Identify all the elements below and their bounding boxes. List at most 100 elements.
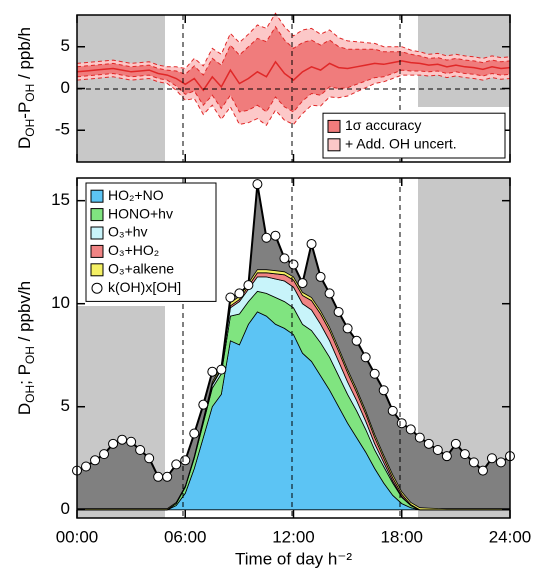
reference-lines [77, 15, 510, 518]
y-tick-label: 5 [61, 396, 70, 415]
y-label-part: D [15, 403, 34, 415]
total-point [99, 449, 110, 460]
y-label-subscript: OH [23, 346, 37, 364]
band-edge [76, 69, 511, 113]
total-point [252, 179, 263, 190]
y-label-part: D [15, 137, 34, 149]
legend-swatch [90, 208, 104, 222]
x-tick-label: 12:00 [272, 527, 315, 546]
legend-marker [91, 282, 103, 294]
band-edge [76, 74, 511, 127]
total-point [297, 278, 308, 289]
total-point [459, 449, 470, 460]
total-point [288, 259, 299, 270]
legend-label: O₃+HO₂ [108, 242, 159, 258]
legend-box [85, 182, 217, 302]
x-tick-label: 24:00 [489, 527, 532, 546]
legend-label: + Add. OH uncert. [345, 136, 457, 152]
total-point [180, 455, 191, 466]
total-point [396, 418, 407, 429]
mean-line [76, 60, 511, 92]
total-point [144, 453, 155, 464]
total-point [369, 368, 380, 379]
legend-swatch [90, 263, 104, 277]
total-point [486, 453, 497, 464]
total-point [117, 434, 128, 445]
y-label-subscript: OH [23, 385, 37, 403]
legend-swatch [90, 226, 104, 240]
legend-swatch [90, 189, 104, 203]
total-point [261, 232, 272, 243]
total-point [234, 288, 245, 299]
total-point [189, 428, 200, 439]
total-point [450, 438, 461, 449]
y-tick-label: 0 [61, 78, 70, 97]
y-tick-label: 10 [51, 293, 70, 312]
y-tick-label: 0 [61, 499, 70, 518]
total-point [171, 459, 182, 470]
total-point [477, 465, 488, 476]
x-tick-label: 00:00 [56, 527, 99, 546]
total-point [378, 385, 389, 396]
legend-label: O₃+alkene [108, 261, 174, 277]
band-edge [76, 25, 511, 76]
total-point [324, 288, 335, 299]
total-point [342, 323, 353, 334]
total-point [108, 438, 119, 449]
total-point [207, 366, 218, 377]
legend-box [322, 112, 506, 159]
total-point [414, 432, 425, 443]
total-point [387, 405, 398, 416]
total-point [135, 445, 146, 455]
y-label-subscript: OH [23, 84, 37, 102]
total-point [90, 455, 101, 466]
total-point [441, 451, 452, 462]
y-label-part: / ppb/h [15, 27, 34, 84]
y-tick-label: 15 [51, 190, 70, 209]
total-point [495, 457, 506, 468]
total-point [306, 238, 317, 249]
total-point [126, 436, 137, 447]
total-point [243, 280, 254, 291]
legend-label: HO₂+NO [108, 187, 164, 203]
legend-swatch [90, 244, 104, 258]
x-axis-label: Time of day h⁻² [235, 549, 352, 568]
total-point [216, 364, 227, 375]
total-point [405, 424, 416, 435]
total-point [153, 471, 164, 482]
x-tick-label: 06:00 [164, 527, 207, 546]
total-point [351, 335, 362, 346]
plots [72, 12, 515, 511]
band-edge [76, 12, 511, 70]
y-label-part: -P [15, 102, 34, 119]
y-axis-label: DOH; POH / ppbv/h [15, 281, 37, 415]
total-point [198, 399, 209, 410]
y-label-part: / ppbv/h [15, 281, 34, 346]
legend-label: 1σ accuracy [345, 117, 421, 133]
legend-swatch [327, 119, 341, 133]
legend-label: O₃+hv [108, 224, 148, 240]
total-point [279, 253, 290, 264]
y-label-subscript: OH [23, 119, 37, 137]
legend-label: HONO+hv [108, 205, 173, 221]
y-tick-label: -5 [55, 120, 70, 139]
uncertainty-band [77, 26, 510, 112]
y-tick-label: 5 [61, 36, 70, 55]
total-point [162, 471, 173, 482]
total-point [432, 445, 443, 455]
y-label-part: ; P [15, 364, 34, 385]
x-tick-label: 18:00 [380, 527, 423, 546]
total-point [225, 292, 236, 303]
total-point [468, 457, 479, 468]
total-point [81, 461, 92, 472]
total-point [423, 438, 434, 449]
total-point [333, 306, 344, 317]
y-axis-label: DOH-POH / ppb/h [15, 27, 37, 149]
total-point [360, 352, 371, 363]
total-point [315, 271, 326, 282]
legend-swatch [327, 138, 341, 152]
legend-label: k(OH)x[OH] [108, 279, 181, 295]
total-point [270, 230, 281, 241]
